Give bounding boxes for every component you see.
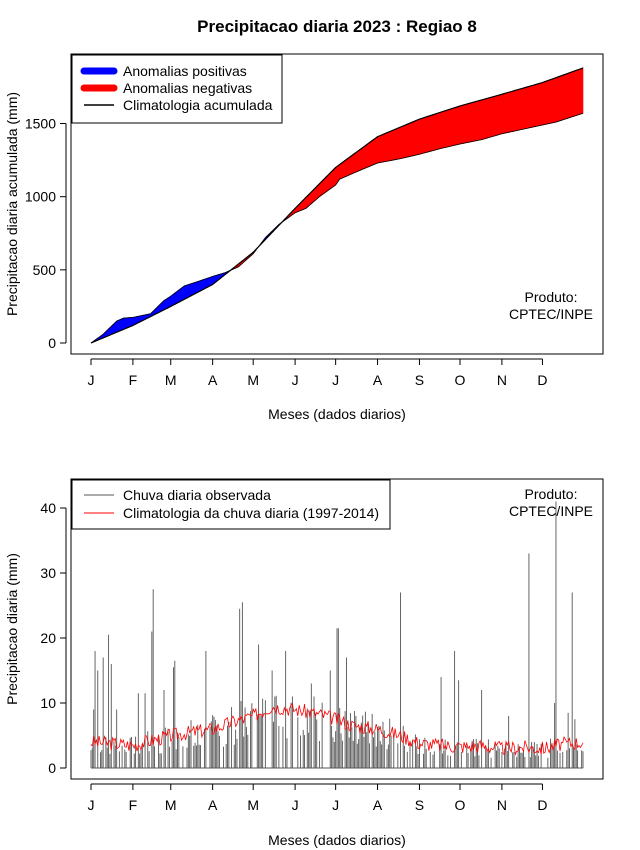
chart-title: Precipitacao diaria 2023 : Regiao 8 bbox=[197, 17, 477, 36]
top-x-tick-label: N bbox=[497, 372, 507, 388]
bottom-x-axis-label: Meses (dados diarios) bbox=[268, 832, 406, 848]
bottom-x-tick-label: M bbox=[165, 797, 177, 813]
bottom-plot-frame bbox=[70, 478, 604, 780]
top-x-axis-label: Meses (dados diarios) bbox=[268, 406, 406, 422]
negative-anomaly-segment bbox=[581, 67, 584, 115]
bottom-x-tick-label: O bbox=[455, 797, 466, 813]
climatology-accumulated-line bbox=[90, 67, 584, 344]
top-annotation-line1: Produto: bbox=[525, 289, 578, 305]
bottom-legend-box bbox=[71, 479, 391, 530]
bottom-x-tick-label: F bbox=[129, 797, 138, 813]
top-x-tick-label: J bbox=[332, 372, 339, 388]
top-x-tick-label: F bbox=[129, 372, 138, 388]
accumulated-plot: 0 500 1000 1500 J F M A M J J A S O N D bbox=[25, 53, 604, 388]
top-y-axis-label: Precipitacao diaria acumulada (mm) bbox=[4, 92, 20, 316]
top-x-tick-label: A bbox=[373, 372, 383, 388]
legend-positive-label: Anomalias positivas bbox=[123, 63, 247, 79]
daily-plot: 0 10 20 30 40 J F M A M J J A S O N D bbox=[40, 478, 604, 813]
bottom-x-tick-label: D bbox=[537, 797, 547, 813]
top-y-tick-label: 1500 bbox=[25, 116, 56, 132]
top-y-tick-label: 1000 bbox=[25, 189, 56, 205]
bottom-x-tick-label: N bbox=[497, 797, 507, 813]
top-x-tick-label: D bbox=[537, 372, 547, 388]
daily-climatology-line bbox=[90, 702, 584, 756]
top-y-tick-label: 500 bbox=[33, 262, 57, 278]
bottom-y-tick-label: 20 bbox=[40, 630, 56, 646]
observed-accumulated-line bbox=[90, 112, 584, 344]
top-x-tick-label: O bbox=[455, 372, 466, 388]
legend-climatology-label: Climatologia acumulada bbox=[123, 97, 273, 113]
bottom-annotation-line2: CPTEC/INPE bbox=[509, 503, 593, 519]
top-x-tick-label: A bbox=[208, 372, 218, 388]
top-y-tick-label: 0 bbox=[48, 335, 56, 351]
top-plot-frame bbox=[70, 53, 604, 355]
top-x-tick-label: J bbox=[292, 372, 299, 388]
bottom-legend: Chuva diaria observada Climatologia da c… bbox=[71, 479, 391, 530]
top-x-tick-label: S bbox=[415, 372, 424, 388]
legend-daily-climatology-label: Climatologia da chuva diaria (1997-2014) bbox=[123, 505, 379, 521]
bottom-y-tick-label: 10 bbox=[40, 695, 56, 711]
bottom-y-axis-label: Precipitacao diaria (mm) bbox=[4, 553, 20, 705]
bottom-x-tick-label: A bbox=[373, 797, 383, 813]
legend-negative-label: Anomalias negativas bbox=[123, 80, 252, 96]
top-x-tick-label: J bbox=[88, 372, 95, 388]
bottom-x-tick-label: A bbox=[208, 797, 218, 813]
top-annotation-line2: CPTEC/INPE bbox=[509, 306, 593, 322]
top-x-tick-label: M bbox=[247, 372, 259, 388]
bottom-annotation-line1: Produto: bbox=[525, 486, 578, 502]
bottom-y-tick-label: 40 bbox=[40, 500, 56, 516]
bottom-x-tick-label: J bbox=[88, 797, 95, 813]
bottom-y-tick-label: 0 bbox=[48, 760, 56, 776]
bottom-x-tick-label: M bbox=[247, 797, 259, 813]
bottom-x-tick-label: S bbox=[415, 797, 424, 813]
top-x-tick-label: M bbox=[165, 372, 177, 388]
bottom-y-tick-label: 30 bbox=[40, 565, 56, 581]
top-legend: Anomalias positivas Anomalias negativas … bbox=[71, 54, 283, 124]
bottom-x-tick-label: J bbox=[332, 797, 339, 813]
legend-observed-label: Chuva diaria observada bbox=[123, 487, 271, 503]
bottom-x-tick-label: J bbox=[292, 797, 299, 813]
